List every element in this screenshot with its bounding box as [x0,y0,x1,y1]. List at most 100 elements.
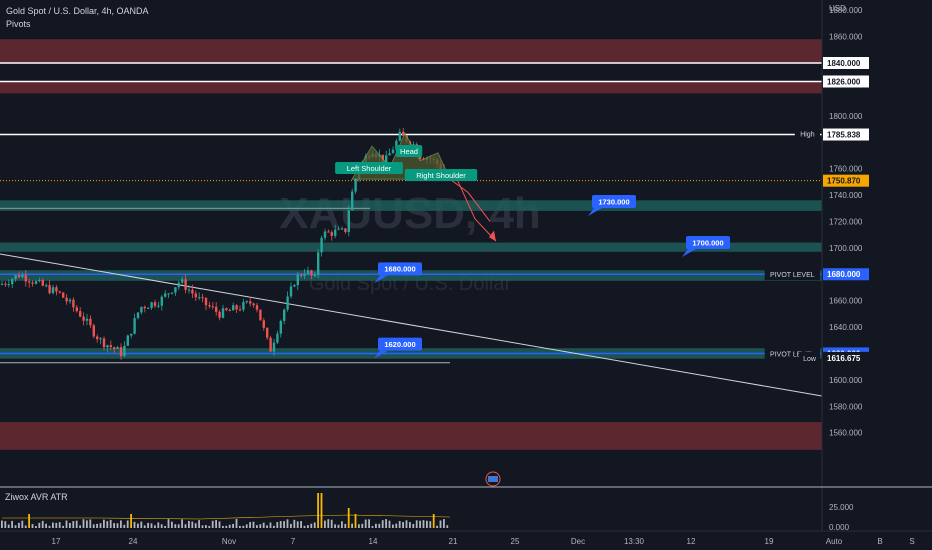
price-callout[interactable] [378,337,422,351]
callout-pointer [374,275,388,284]
candle-body [344,228,347,232]
symbol-title[interactable]: Gold Spot / U.S. Dollar, 4h, OANDA [6,6,149,16]
atr-bar [351,523,353,528]
candle-body [323,231,327,238]
atr-bar [205,525,207,528]
price-tick: 1560.000 [829,429,863,438]
s-button[interactable]: S [909,537,914,546]
auto-scale-button[interactable]: Auto [826,537,843,546]
atr-bar [62,525,64,528]
atr-bar [432,514,435,528]
atr-bar [24,525,27,528]
candle-body [201,297,204,299]
price-callout[interactable] [686,235,730,249]
candle-body [48,285,51,294]
candle-body [24,274,27,282]
price-tag: High [800,132,815,139]
candle-body [395,140,398,150]
candle-body [11,279,14,285]
price-callout-text: 1680.000 [384,265,415,274]
candle-body [303,273,306,276]
atr-bar [133,521,136,528]
candle-body [211,306,214,308]
candle-body [252,303,255,306]
atr-bar [279,521,282,528]
left-shoulder-label[interactable]: Left Shoulder [347,164,392,173]
atr-bar [228,524,231,528]
atr-bar [375,523,377,528]
atr-bar [334,524,336,528]
candle-body [310,270,313,276]
candle-body [0,283,4,285]
atr-bar [300,521,302,528]
projection-arrow [453,172,497,242]
price-label: 1616.675 [827,354,861,363]
atr-bar [242,525,245,528]
candle-body [143,306,146,309]
atr-bar [177,524,180,528]
atr-bar [1,520,3,528]
candle-body [123,345,126,357]
atr-bar [259,524,262,528]
atr-bar [99,523,102,528]
atr-bar [320,493,323,528]
candle-body [286,296,289,310]
candle-body [82,316,85,321]
price-tick: 1760.000 [829,165,863,174]
atr-bar [354,514,357,528]
candle-body [276,333,279,343]
price-tick: 1640.000 [829,323,863,332]
right-shoulder-label[interactable]: Right Shoulder [416,171,466,180]
candle-body [89,318,92,326]
head-label-bg [395,145,423,157]
candle-body [31,282,34,284]
atr-bar [426,520,428,528]
price-callout[interactable] [378,262,422,276]
atr-bar [402,522,404,528]
atr-bar [160,524,163,528]
trend-line[interactable] [0,253,823,397]
candle-body [41,279,44,286]
candle-body [58,291,61,293]
price-label-bg [823,174,869,187]
price-tick: 1800.000 [829,112,863,121]
price-label: 1785.838 [827,131,861,140]
indicator-pivots-label[interactable]: Pivots [6,19,31,29]
watermark-symbol: XAUUSD, 4h [279,189,541,238]
time-tick: 7 [291,537,296,546]
price-tick: 1740.000 [829,191,863,200]
candle-body [92,325,95,337]
atr-bar [324,520,326,528]
atr-bar [239,525,241,528]
atr-indicator-title[interactable]: Ziwox AVR ATR [5,492,68,502]
atr-tick: 25.000 [829,503,854,512]
price-callout[interactable] [592,195,636,209]
atr-bar [327,519,330,528]
atr-bar [11,520,13,528]
atr-bar [103,519,105,528]
candle-body [198,297,201,299]
candle-body [283,309,286,321]
time-tick: Dec [571,537,585,546]
b-button[interactable]: B [877,537,882,546]
atr-bar [96,523,98,528]
atr-bar [143,525,146,528]
candle-body [412,144,415,146]
atr-bar [65,520,68,528]
candle-body [266,327,269,338]
atr-bar [92,524,95,528]
candle-body [85,318,89,321]
candle-body [218,311,221,318]
candle-body [215,306,218,312]
atr-bar [137,523,139,528]
head-label[interactable]: Head [400,147,418,156]
candle-body [109,345,112,348]
candle-body [334,229,337,236]
atr-bar [38,522,41,528]
candle-body [398,131,401,141]
candle-body [140,306,143,313]
price-callout-text: 1730.000 [598,197,629,206]
candle-body [96,336,99,340]
atr-bar [439,520,442,528]
